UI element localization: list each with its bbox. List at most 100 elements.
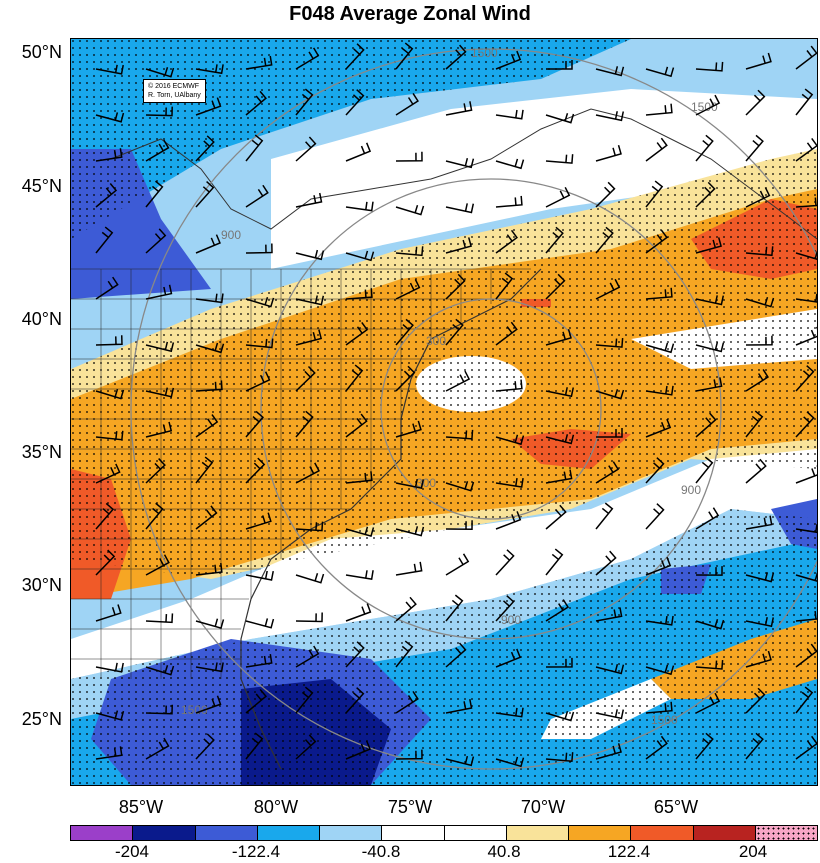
wind-barb <box>695 94 721 116</box>
colorbar-segment <box>631 826 694 840</box>
wind-barb <box>445 237 473 254</box>
wind-barb <box>195 662 224 673</box>
wind-barb <box>395 204 425 216</box>
wind-barb <box>645 385 674 396</box>
ring-label-1500-d: 1500 <box>181 703 208 717</box>
wind-barb <box>195 695 222 714</box>
wind-barb <box>245 653 273 668</box>
distance-rings <box>130 48 817 770</box>
wind-barb <box>145 458 166 484</box>
colorbar-label-neg204: -204 <box>114 842 150 861</box>
wind-barb <box>395 478 425 490</box>
ring-label-300-a: 300 <box>426 334 446 348</box>
wind-barb <box>795 465 817 484</box>
wind-barb <box>595 461 620 484</box>
wind-barb <box>595 709 625 720</box>
wind-barb <box>745 89 766 116</box>
wind-barb <box>795 643 817 668</box>
wind-barb <box>395 151 423 162</box>
wind-barb <box>145 613 174 624</box>
wind-barb <box>195 64 224 75</box>
wind-barb <box>745 246 774 257</box>
wind-barb <box>495 707 524 718</box>
wind-barb <box>345 322 369 346</box>
wind-barb <box>95 183 118 208</box>
wind-barb <box>445 755 475 767</box>
wind-barb <box>545 186 571 208</box>
wind-barb <box>445 642 467 668</box>
wind-barb <box>745 650 772 668</box>
credit-author: R. Torn, UAlbany <box>148 92 201 99</box>
wind-barb <box>145 284 173 300</box>
wind-barb <box>795 137 817 162</box>
wind-barb <box>245 371 271 392</box>
wind-barb <box>295 295 325 306</box>
wind-barb <box>195 563 223 576</box>
wind-barb <box>645 664 675 676</box>
wind-barb <box>645 342 675 354</box>
wind-barb <box>145 387 175 398</box>
wind-barb <box>245 457 266 484</box>
wind-barb <box>545 59 573 70</box>
map-title: F048 Average Zonal Wind <box>289 3 531 25</box>
colorbar-segment <box>320 826 383 840</box>
wind-barb <box>245 732 264 760</box>
zonal-wind-band-neutral-south <box>71 449 817 679</box>
wind-barb <box>145 67 175 78</box>
colorbar-label-pos204: 204 <box>738 842 768 861</box>
wind-barb <box>545 113 575 124</box>
wind-barb <box>195 618 225 629</box>
wind-barb <box>95 64 124 75</box>
ring-label-900-a: 900 <box>221 228 241 242</box>
wind-barb <box>95 335 123 346</box>
lat-label-25n: 25°N <box>21 709 62 729</box>
wind-barb <box>745 515 773 530</box>
wind-barb <box>295 521 324 532</box>
wind-barb <box>245 618 275 629</box>
ring-label-1500-b: 1500 <box>691 100 718 114</box>
wind-barb <box>595 664 625 675</box>
wind-barb <box>295 88 314 116</box>
wind-barb <box>745 458 767 484</box>
zonal-wind-band-neutral-north <box>271 89 817 269</box>
wind-barb <box>345 413 368 438</box>
wind-barb <box>295 136 317 162</box>
wind-barb <box>645 503 665 530</box>
wind-barb <box>295 462 320 484</box>
wind-barb <box>145 554 170 576</box>
lat-label-45n: 45°N <box>21 176 62 196</box>
wind-barb <box>495 595 515 622</box>
ring-label-900-c: 900 <box>501 613 521 627</box>
wind-barb <box>345 364 364 392</box>
wind-barb <box>495 648 522 668</box>
colorbar-label-neg122: -122.4 <box>231 842 281 861</box>
wind-barb <box>745 134 764 162</box>
wind-barb <box>445 481 475 492</box>
wind-barb <box>645 735 668 760</box>
wind-barb <box>795 365 815 392</box>
wind-barb <box>695 566 723 576</box>
lon-label-70w: 70°W <box>520 797 566 817</box>
wind-barb <box>695 237 722 254</box>
colorbar-label-neg40: -40.8 <box>361 842 401 861</box>
wind-barb <box>595 226 614 254</box>
wind-barb <box>395 246 424 257</box>
wind-barb <box>795 197 817 208</box>
wind-barb <box>195 456 214 484</box>
wind-barb <box>295 573 325 584</box>
colorbar-segment <box>506 826 569 840</box>
wind-barb <box>345 603 372 622</box>
wind-barb <box>95 604 122 622</box>
wind-barb <box>495 434 525 446</box>
wind-barb <box>245 410 265 438</box>
wind-barb <box>795 88 814 116</box>
wind-barb <box>145 737 170 760</box>
wind-barb <box>145 704 173 715</box>
wind-barb <box>795 326 817 346</box>
ring-label-1500-a: 1500 <box>471 46 498 60</box>
wind-barb <box>195 342 225 354</box>
wind-barb <box>445 157 475 169</box>
wind-barb <box>395 318 414 346</box>
wind-barb <box>395 365 416 392</box>
wind-barb <box>495 549 515 576</box>
